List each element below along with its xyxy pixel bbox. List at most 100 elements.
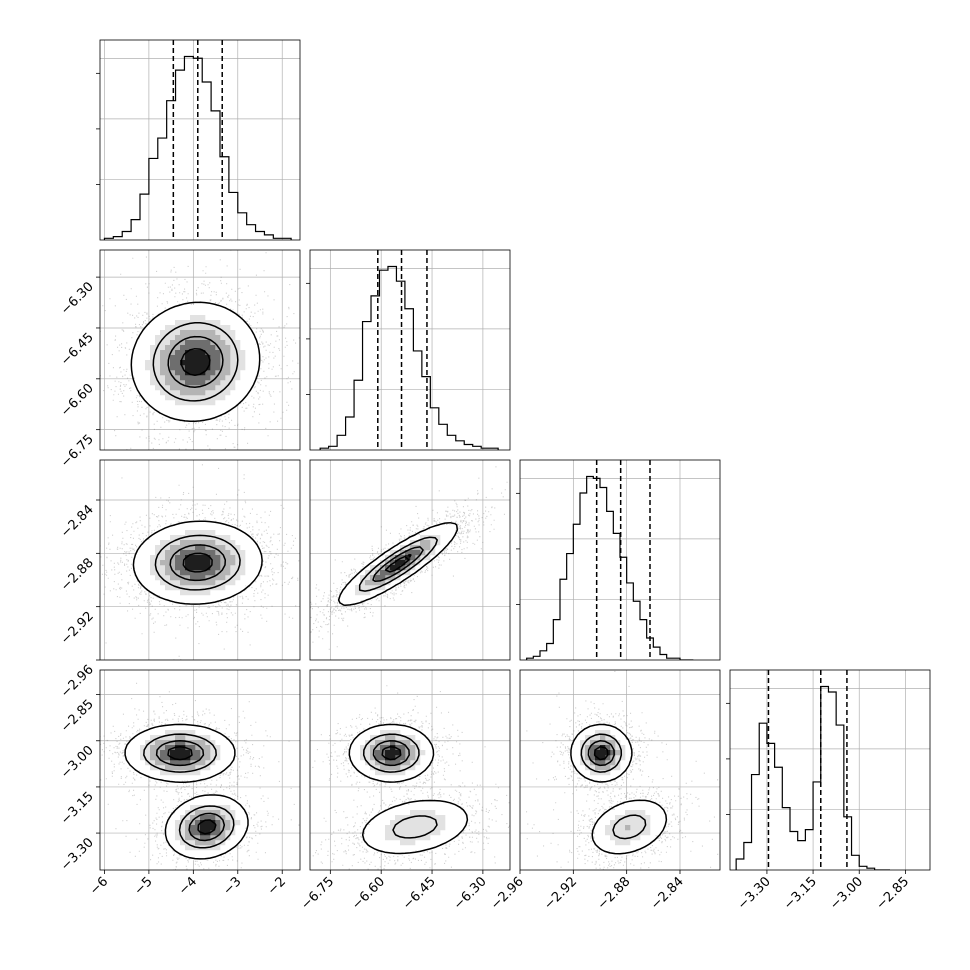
density-contour xyxy=(155,740,226,842)
density-fill-level xyxy=(580,730,651,846)
density-scatter-panel xyxy=(310,460,510,660)
y-tick-label: −6.75 xyxy=(58,432,97,471)
density-contour xyxy=(372,546,424,582)
y-tick-label: −2.92 xyxy=(58,609,97,648)
scatter-points xyxy=(100,464,300,660)
density-contour xyxy=(132,520,263,605)
density-contour xyxy=(362,733,438,839)
density-contour xyxy=(182,552,213,573)
density-fill-level xyxy=(570,725,666,856)
panel-frame xyxy=(99,39,301,241)
density-contour xyxy=(384,553,412,573)
x-tick-label: −6 xyxy=(87,874,111,898)
histogram-step xyxy=(319,265,499,450)
density-fill-level xyxy=(140,730,241,851)
density-contour xyxy=(154,534,241,591)
density-contour xyxy=(358,536,438,592)
density-contour xyxy=(372,740,410,767)
panel-frame xyxy=(99,459,301,661)
x-tick-label: −2.88 xyxy=(595,874,634,913)
x-tick-label: −3.00 xyxy=(827,874,866,913)
scatter-points xyxy=(312,685,510,870)
density-contour xyxy=(152,322,239,402)
density-contour xyxy=(143,733,235,849)
density-fill-level xyxy=(390,555,411,571)
density-fill-level xyxy=(375,740,406,766)
y-tick-label: −2.96 xyxy=(58,662,97,701)
y-tick-label: −6.45 xyxy=(58,330,97,369)
density-contour xyxy=(130,301,261,423)
panel-frame xyxy=(519,669,721,871)
panel-frame xyxy=(729,669,931,871)
x-tick-label: −6.45 xyxy=(400,874,439,913)
y-tick-label: −3.00 xyxy=(58,743,97,782)
x-tick-label: −3 xyxy=(220,874,244,898)
x-tick-label: −6.75 xyxy=(298,874,337,913)
x-tick-label: −6.60 xyxy=(349,874,388,913)
histogram-step xyxy=(735,685,890,870)
density-fill-level xyxy=(595,745,611,761)
density-fill-level xyxy=(170,340,221,386)
x-tick-label: −4 xyxy=(176,874,200,898)
density-fill-level xyxy=(340,525,456,606)
density-fill-level xyxy=(385,745,401,761)
y-tick-label: −2.84 xyxy=(58,502,97,541)
x-tick-label: −6.30 xyxy=(451,874,490,913)
density-scatter-panel xyxy=(310,670,510,870)
density-scatter-panel xyxy=(100,250,300,450)
panel-frame xyxy=(99,249,301,451)
density-contour xyxy=(381,746,402,761)
x-tick-label: −2.84 xyxy=(648,874,687,913)
density-fill-level xyxy=(160,330,231,396)
y-tick-label: −2.85 xyxy=(58,697,97,736)
density-scatter-panel xyxy=(100,670,300,870)
density-fill-level xyxy=(170,745,216,836)
density-scatter-panel xyxy=(100,460,300,660)
x-tick-label: −3.15 xyxy=(781,874,820,913)
density-contour xyxy=(180,347,211,376)
y-tick-label: −2.88 xyxy=(58,556,97,595)
density-contour xyxy=(124,723,249,860)
panel-frame xyxy=(99,669,301,871)
density-fill-level xyxy=(125,725,251,861)
density-fill-level xyxy=(365,540,431,586)
density-contour xyxy=(169,544,227,582)
y-tick-label: −6.30 xyxy=(58,279,97,318)
x-tick-label: −2 xyxy=(265,874,289,898)
marginal-histogram-panel xyxy=(520,460,720,660)
density-fill-level xyxy=(350,725,466,856)
density-fill-level xyxy=(175,545,221,581)
density-fill-level xyxy=(185,555,211,571)
density-fill-level xyxy=(375,550,421,581)
marginal-histogram-panel xyxy=(100,40,300,240)
density-contour xyxy=(167,746,217,835)
density-contour xyxy=(570,723,668,855)
panel-frame xyxy=(309,459,511,661)
panel-frame xyxy=(519,459,721,661)
density-contour xyxy=(337,521,459,607)
x-tick-label: −2.96 xyxy=(488,874,527,913)
panel-frame xyxy=(309,669,511,871)
histogram-step xyxy=(103,55,292,240)
density-scatter-panel xyxy=(520,670,720,870)
marginal-histogram-panel xyxy=(310,250,510,450)
density-contour xyxy=(348,723,469,855)
histogram-step xyxy=(526,475,694,660)
scatter-points xyxy=(310,466,508,650)
density-fill-level xyxy=(355,535,441,596)
density-contour xyxy=(167,335,224,388)
y-tick-label: −3.30 xyxy=(58,835,97,874)
density-contour xyxy=(587,740,615,767)
x-tick-label: −2.92 xyxy=(541,874,580,913)
density-contour xyxy=(580,733,647,840)
density-contour xyxy=(593,746,609,761)
y-tick-label: −6.60 xyxy=(58,381,97,420)
panel-frame xyxy=(309,249,511,451)
marginal-histogram-panel xyxy=(730,670,930,870)
x-tick-label: −2.85 xyxy=(873,874,912,913)
density-fill-level xyxy=(180,350,211,376)
y-tick-label: −3.15 xyxy=(58,789,97,828)
x-tick-label: −3.30 xyxy=(735,874,774,913)
x-tick-label: −5 xyxy=(132,874,156,898)
